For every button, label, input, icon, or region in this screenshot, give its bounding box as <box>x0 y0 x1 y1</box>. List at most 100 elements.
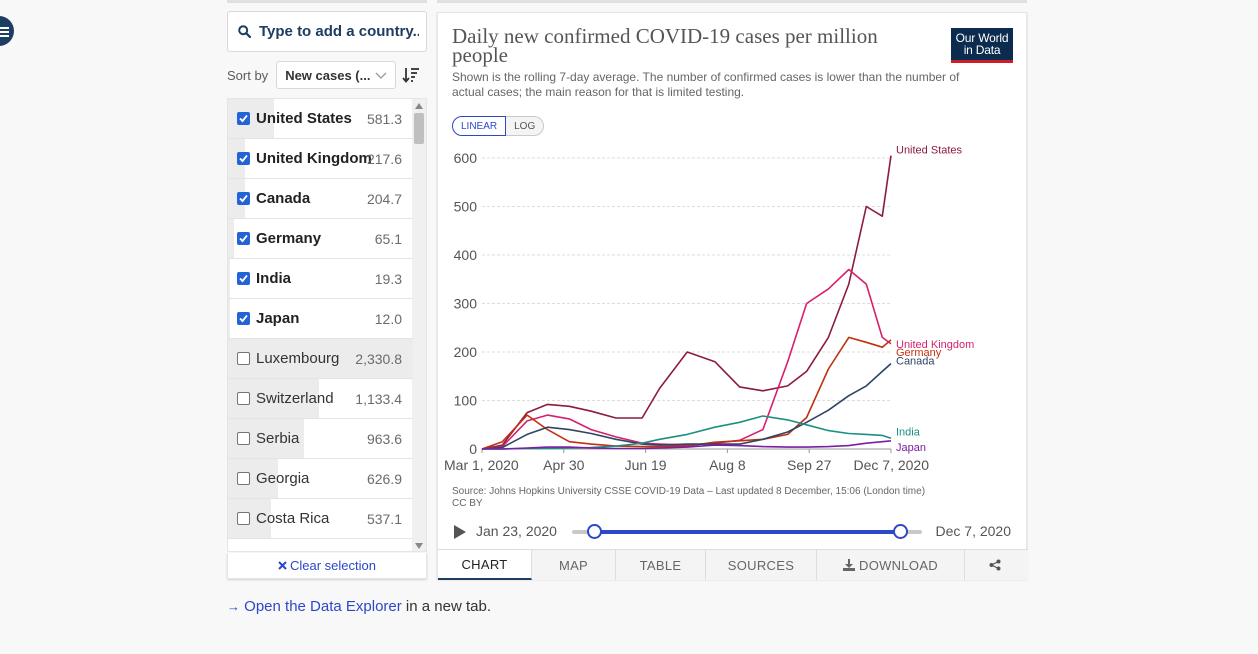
timeline-end-handle[interactable] <box>893 524 908 539</box>
chevron-down-icon <box>375 72 387 79</box>
checkmark-icon <box>239 234 248 243</box>
country-checkbox[interactable] <box>237 352 250 365</box>
checkmark-icon <box>239 274 248 283</box>
sort-selected-value: New cases (... <box>285 67 371 83</box>
country-row[interactable]: United States 581.3 <box>228 99 413 139</box>
list-scrollbar[interactable] <box>412 99 426 551</box>
sort-order-icon[interactable] <box>402 66 420 84</box>
play-icon[interactable] <box>452 524 468 540</box>
country-row[interactable]: United Kingdom 217.6 <box>228 139 413 179</box>
tab-sources[interactable]: SOURCES <box>706 550 817 580</box>
timeline-start: Jan 23, 2020 <box>476 523 557 539</box>
timeline-range <box>594 530 900 534</box>
country-name: India <box>256 270 292 287</box>
arrow-right-icon: → <box>227 599 240 614</box>
scroll-thumb[interactable] <box>414 113 424 144</box>
y-tick-label: 600 <box>454 150 478 166</box>
country-value: 963.6 <box>366 430 402 447</box>
country-checkbox[interactable] <box>237 152 250 165</box>
country-value: 581.3 <box>366 110 402 127</box>
linear-scale-button[interactable]: LINEAR <box>452 116 507 136</box>
timeline-track[interactable] <box>572 524 922 539</box>
timeline-start-handle[interactable] <box>587 524 602 539</box>
checkmark-icon <box>239 314 248 323</box>
country-name: Costa Rica <box>256 510 330 527</box>
tab-share[interactable] <box>965 550 1028 580</box>
country-list: United States 581.3 United Kingdom 217.6 Can… <box>227 98 427 552</box>
log-scale-button[interactable]: LOG <box>506 116 545 136</box>
tab-chart[interactable]: CHART <box>438 550 532 580</box>
scroll-up-icon[interactable] <box>415 103 423 109</box>
x-tick-label: Dec 7, 2020 <box>854 457 930 473</box>
series-label: United States <box>896 145 963 157</box>
search-input[interactable] <box>259 23 419 40</box>
country-checkbox[interactable] <box>237 312 250 325</box>
country-value: 626.9 <box>366 470 402 487</box>
value-bar <box>228 459 278 498</box>
value-bar <box>228 219 234 258</box>
tab-map[interactable]: MAP <box>532 550 616 580</box>
scroll-down-icon[interactable] <box>415 543 423 549</box>
chart-source: Source: Johns Hopkins University CSSE CO… <box>452 486 1012 510</box>
logo-line-2: in Data <box>963 43 1001 57</box>
country-row[interactable]: India 19.3 <box>228 259 413 299</box>
country-name: Germany <box>256 230 322 247</box>
series-label: United Kingdom <box>896 339 974 351</box>
country-checkbox[interactable] <box>237 232 250 245</box>
country-name: Georgia <box>256 470 310 487</box>
country-name: United Kingdom <box>256 150 372 167</box>
value-bar <box>228 139 245 178</box>
chart-card: Daily new confirmed COVID-19 cases per m… <box>437 12 1028 580</box>
chart-title: Daily new confirmed COVID-19 cases per m… <box>452 24 878 67</box>
country-value: 65.1 <box>374 230 402 247</box>
country-row[interactable]: Serbia 963.6 <box>228 419 413 459</box>
x-tick-label: Sep 27 <box>787 457 832 473</box>
data-explorer-link[interactable]: Open the Data Explorer <box>244 598 402 615</box>
country-checkbox[interactable] <box>237 392 250 405</box>
sort-select[interactable]: New cases (... <box>276 61 397 89</box>
timeline-end: Dec 7, 2020 <box>935 523 1012 539</box>
series-line <box>481 363 892 450</box>
close-icon <box>278 561 287 570</box>
series-line <box>482 440 892 450</box>
value-bar <box>228 179 245 218</box>
x-tick-label: Apr 30 <box>543 457 584 473</box>
country-checkbox[interactable] <box>237 112 250 125</box>
series-label: Canada <box>896 356 935 368</box>
country-row[interactable]: Canada 204.7 <box>228 179 413 219</box>
explore-badge[interactable] <box>0 16 14 46</box>
country-name: Switzerland <box>256 390 334 407</box>
country-row[interactable]: Japan 12.0 <box>228 299 413 339</box>
country-row[interactable]: Switzerland 1,133.4 <box>228 379 413 419</box>
country-row[interactable]: Germany 65.1 <box>228 219 413 259</box>
value-bar <box>228 259 230 298</box>
value-bar <box>228 99 274 138</box>
line-chart: 0 100 200 300 400 500 600 Mar 1, 2020 Apr 30 Jun … <box>444 145 974 473</box>
country-checkbox[interactable] <box>237 272 250 285</box>
country-value: 1,133.4 <box>355 390 402 407</box>
series-label: Japan <box>896 442 926 454</box>
country-checkbox[interactable] <box>237 192 250 205</box>
checkmark-icon <box>239 194 248 203</box>
country-checkbox[interactable] <box>237 472 250 485</box>
country-checkbox[interactable] <box>237 432 250 445</box>
country-row[interactable]: Costa Rica 537.1 <box>228 499 413 539</box>
country-name: Serbia <box>256 430 300 447</box>
tab-download[interactable]: DOWNLOAD <box>817 550 965 580</box>
search-icon <box>238 25 251 38</box>
country-row[interactable]: Georgia 626.9 <box>228 459 413 499</box>
country-search[interactable] <box>227 11 427 52</box>
owid-logo[interactable]: Our World in Data <box>951 28 1013 63</box>
y-tick-label: 300 <box>454 296 478 312</box>
country-name: Japan <box>256 310 300 327</box>
clear-selection-button[interactable]: Clear selection <box>227 553 427 579</box>
country-value: 537.1 <box>366 510 402 527</box>
chart-subtitle: Shown is the rolling 7-day average. The … <box>452 70 960 99</box>
series-line <box>481 268 892 450</box>
series-line <box>481 155 892 450</box>
y-tick-label: 100 <box>454 393 478 409</box>
tab-table[interactable]: TABLE <box>616 550 706 580</box>
scale-toggle: LINEAR LOG <box>452 116 545 136</box>
country-row[interactable]: Luxembourg 2,330.8 <box>228 339 413 379</box>
country-checkbox[interactable] <box>237 512 250 525</box>
